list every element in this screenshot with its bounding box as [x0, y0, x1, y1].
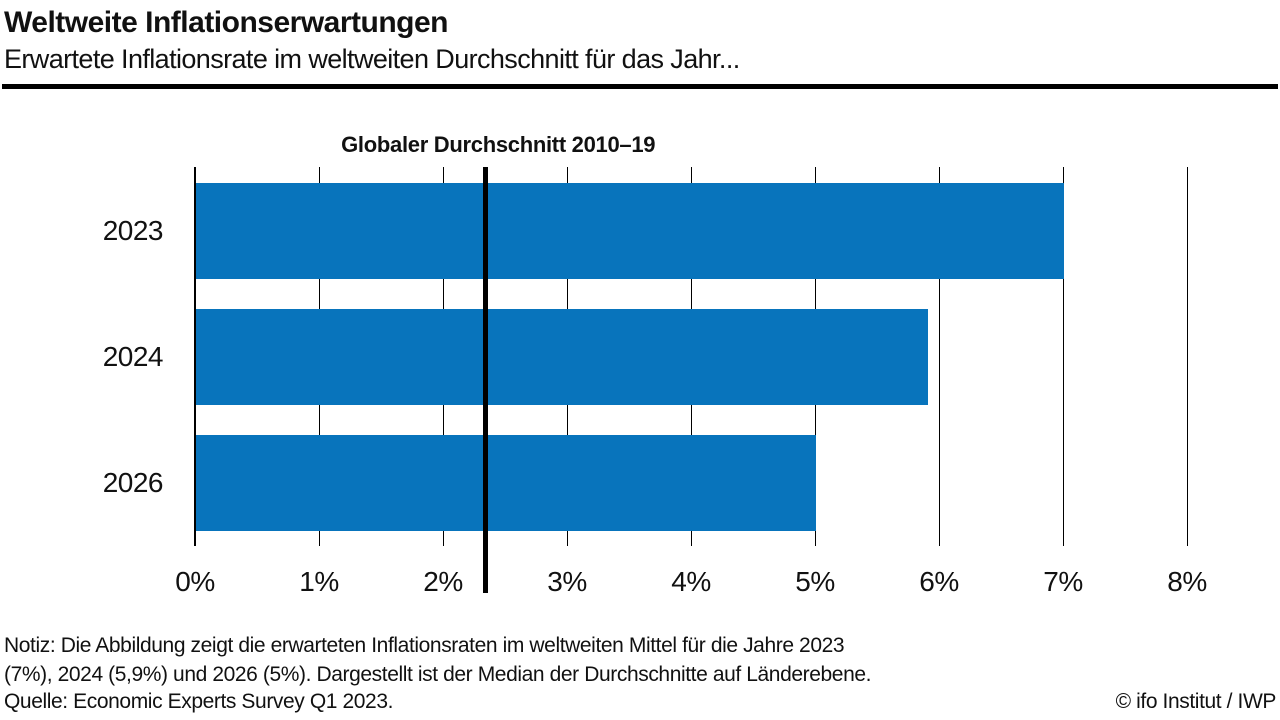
reference-line-label: Globaler Durchschnitt 2010–19: [341, 132, 656, 157]
y-category-label: 2024: [102, 341, 164, 372]
chart-note: Notiz: Die Abbildung zeigt die erwartete…: [4, 631, 871, 689]
bar-2026: [196, 435, 816, 531]
x-gridline: [1062, 167, 1064, 546]
x-tick-label: 7%: [1043, 566, 1083, 597]
header-divider: [2, 84, 1278, 89]
chart-note-line2: (7%), 2024 (5,9%) und 2026 (5%). Dargest…: [4, 663, 872, 686]
x-tick-label: 6%: [919, 566, 959, 597]
x-tick-label: 4%: [671, 566, 711, 597]
y-category-label: 2023: [102, 215, 164, 246]
y-axis-line: [194, 167, 196, 546]
bar-2023: [196, 183, 1064, 279]
x-tick-label: 0%: [175, 566, 215, 597]
copyright-credit: © ifo Institut / IWP: [1115, 690, 1277, 713]
chart-source: Quelle: Economic Experts Survey Q1 2023.: [4, 690, 394, 713]
x-tick-label: 1%: [299, 566, 339, 597]
x-tick-label: 3%: [547, 566, 587, 597]
y-category-label: 2026: [102, 467, 164, 498]
chart-note-line1: Notiz: Die Abbildung zeigt die erwartete…: [4, 634, 845, 657]
bar-2024: [196, 309, 928, 405]
x-tick-label: 8%: [1167, 566, 1207, 597]
page-title: Weltweite Inflationserwartungen: [4, 6, 449, 39]
x-gridline: [938, 167, 940, 546]
page-subtitle: Erwartete Inflationsrate im weltweiten D…: [4, 44, 740, 74]
global-average-reference-line: [482, 167, 488, 593]
x-tick-label: 2%: [423, 566, 463, 597]
x-gridline: [1186, 167, 1188, 546]
x-tick-label: 5%: [795, 566, 835, 597]
